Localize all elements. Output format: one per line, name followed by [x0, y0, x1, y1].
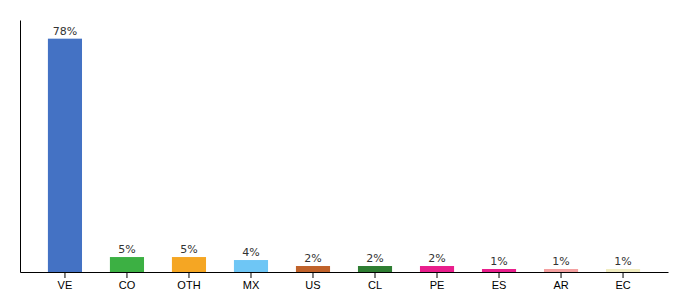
x-tick-label: MX — [243, 279, 260, 291]
x-tick-label: US — [305, 279, 320, 291]
bar — [606, 269, 640, 272]
x-tick-mark — [250, 272, 251, 278]
y-axis — [20, 21, 21, 273]
x-tick-label: AR — [553, 279, 568, 291]
x-tick-label: CO — [119, 279, 136, 291]
bar — [48, 39, 82, 272]
data-label: 4% — [242, 246, 259, 259]
data-label: 78% — [53, 25, 77, 38]
bars — [48, 39, 640, 272]
bar — [358, 266, 392, 272]
data-label: 1% — [552, 255, 569, 268]
bar — [110, 257, 144, 272]
data-label: 5% — [118, 243, 135, 256]
x-tick: VE — [58, 272, 73, 291]
x-tick: OTH — [177, 272, 200, 291]
x-tick: US — [305, 272, 320, 291]
data-label: 5% — [180, 243, 197, 256]
plot: 78% 5% 5% 4% 2% 2% 2% 1% 1% 1% VE CO OTH MX US CL PE ES AR… — [21, 21, 669, 291]
data-label: 1% — [614, 255, 631, 268]
data-label: 2% — [366, 252, 383, 265]
x-tick-label: PE — [430, 279, 445, 291]
data-label: 2% — [304, 252, 321, 265]
x-tick-mark — [437, 272, 438, 278]
x-tick-mark — [312, 272, 313, 278]
x-tick-label: ES — [492, 279, 507, 291]
x-tick-mark — [64, 272, 65, 278]
data-label: 1% — [490, 255, 507, 268]
x-tick-label: VE — [58, 279, 73, 291]
bar — [234, 260, 268, 272]
data-label: 2% — [428, 252, 445, 265]
bar — [172, 257, 206, 272]
x-tick: CL — [368, 272, 382, 291]
x-tick-mark — [561, 272, 562, 278]
x-tick-mark — [623, 272, 624, 278]
x-tick: PE — [430, 272, 445, 291]
x-tick-mark — [375, 272, 376, 278]
x-tick-mark — [499, 272, 500, 278]
x-tick: ES — [492, 272, 507, 291]
x-axis-line — [21, 272, 669, 273]
x-tick: MX — [243, 272, 260, 291]
y-axis-line — [20, 21, 21, 273]
x-tick-label: OTH — [177, 279, 200, 291]
chart: 78% 5% 5% 4% 2% 2% 2% 1% 1% 1% VE CO OTH MX US CL PE ES AR… — [0, 0, 680, 300]
x-tick-mark — [126, 272, 127, 278]
x-tick: CO — [119, 272, 136, 291]
bar — [482, 269, 516, 272]
x-tick-label: EC — [615, 279, 630, 291]
x-axis: VE CO OTH MX US CL PE ES AR EC — [21, 272, 669, 291]
bar — [420, 266, 454, 272]
x-tick-label: CL — [368, 279, 382, 291]
x-tick: AR — [553, 272, 568, 291]
bar — [544, 269, 578, 272]
x-tick: EC — [615, 272, 630, 291]
bar — [296, 266, 330, 272]
x-tick-mark — [188, 272, 189, 278]
data-labels: 78% 5% 5% 4% 2% 2% 2% 1% 1% 1% — [53, 25, 632, 268]
